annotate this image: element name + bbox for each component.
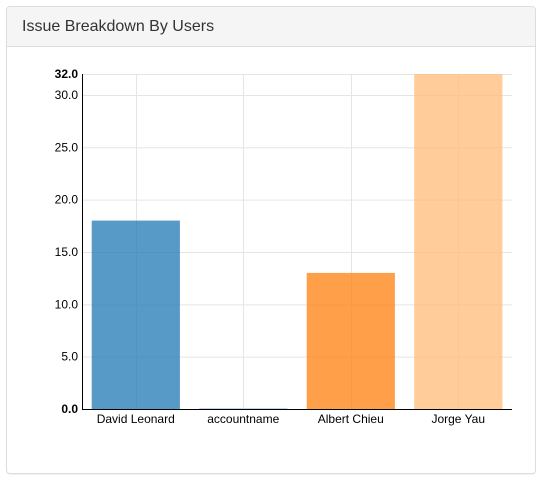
tick-labels: 0.0 5.0 10.0 15.0 20.0 25.0 30.0 32.0 David Leon… <box>55 67 485 426</box>
y-tick-label: 15.0 <box>55 245 79 259</box>
x-tick-label: Albert Chieu <box>318 412 384 426</box>
y-tick-label: 0.0 <box>61 402 78 416</box>
x-tick-label: Jorge Yau <box>431 412 485 426</box>
bars <box>91 74 503 409</box>
bar-accountname <box>199 408 288 409</box>
y-tick-label: 30.0 <box>55 88 79 102</box>
x-tick-label: David Leonard <box>97 412 175 426</box>
y-tick-label: 10.0 <box>55 297 79 311</box>
bar-jorge-yau <box>414 74 503 409</box>
y-max-label: 32.0 <box>55 67 79 81</box>
y-tick-label: 25.0 <box>55 140 79 154</box>
panel-heading: Issue Breakdown By Users <box>7 7 535 47</box>
x-tick-label: accountname <box>207 412 279 426</box>
axes <box>82 74 512 410</box>
bar-albert-chieu <box>306 272 395 409</box>
y-tick-label: 20.0 <box>55 193 79 207</box>
bar-david-leonard <box>91 220 180 409</box>
panel-title: Issue Breakdown By Users <box>22 18 215 35</box>
y-tick-label: 5.0 <box>61 350 78 364</box>
